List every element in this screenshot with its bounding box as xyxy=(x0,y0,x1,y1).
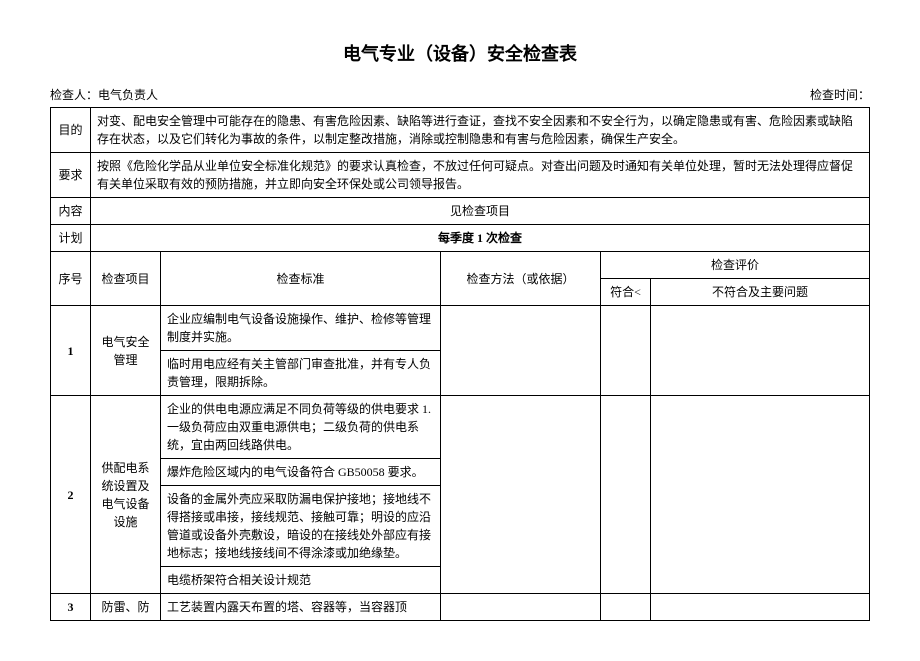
col-standard: 检查标准 xyxy=(161,252,441,306)
col-issue: 不符合及主要问题 xyxy=(651,279,870,306)
purpose-label: 目的 xyxy=(51,108,91,153)
col-seq: 序号 xyxy=(51,252,91,306)
col-method: 检查方法（或依据） xyxy=(441,252,601,306)
row-plan: 计划 每季度 1 次检查 xyxy=(51,225,870,252)
conform-cell xyxy=(601,396,651,594)
method-cell xyxy=(441,396,601,594)
issue-cell xyxy=(651,396,870,594)
item-cell: 电气安全管理 xyxy=(91,306,161,396)
content-label: 内容 xyxy=(51,198,91,225)
plan-label: 计划 xyxy=(51,225,91,252)
standard-cell: 设备的金属外壳应采取防漏电保护接地；接地线不得搭接或串接，接线规范、接触可靠；明… xyxy=(161,486,441,567)
standard-cell: 电缆桥架符合相关设计规范 xyxy=(161,567,441,594)
standard-cell: 临时用电应经有关主管部门审查批准，并有专人负责管理，限期拆除。 xyxy=(161,351,441,396)
row-content: 内容 见检查项目 xyxy=(51,198,870,225)
inspector-block: 检查人：电气负责人 xyxy=(50,86,158,103)
item-cell: 防雷、防 xyxy=(91,594,161,621)
table-row: 1 电气安全管理 企业应编制电气设备设施操作、维护、检修等管理制度并实施。 xyxy=(51,306,870,351)
inspection-table: 目的 对变、配电安全管理中可能存在的隐患、有害危险因素、缺陷等进行查证，查找不安… xyxy=(50,107,870,621)
require-label: 要求 xyxy=(51,153,91,198)
item-cell: 供配电系统设置及电气设备设施 xyxy=(91,396,161,594)
method-cell xyxy=(441,594,601,621)
seq-cell: 3 xyxy=(51,594,91,621)
standard-cell: 企业的供电电源应满足不同负荷等级的供电要求 1.一级负荷应由双重电源供电；二级负… xyxy=(161,396,441,459)
method-cell xyxy=(441,306,601,396)
standard-cell: 工艺装置内露天布置的塔、容器等，当容器顶 xyxy=(161,594,441,621)
page-title: 电气专业（设备）安全检查表 xyxy=(50,40,870,66)
seq-cell: 1 xyxy=(51,306,91,396)
col-conform: 符合< xyxy=(601,279,651,306)
header-row-1: 序号 检查项目 检查标准 检查方法（或依据） 检查评价 xyxy=(51,252,870,279)
conform-cell xyxy=(601,594,651,621)
standard-cell: 爆炸危险区域内的电气设备符合 GB50058 要求。 xyxy=(161,459,441,486)
plan-text: 每季度 1 次检查 xyxy=(91,225,870,252)
issue-cell xyxy=(651,594,870,621)
conform-cell xyxy=(601,306,651,396)
header-line: 检查人：电气负责人 检查时间： xyxy=(50,86,870,103)
table-row: 3 防雷、防 工艺装置内露天布置的塔、容器等，当容器顶 xyxy=(51,594,870,621)
time-label: 检查时间： xyxy=(810,86,870,103)
seq-cell: 2 xyxy=(51,396,91,594)
require-text: 按照《危险化学品从业单位安全标准化规范》的要求认真检查，不放过任何可疑点。对查出… xyxy=(91,153,870,198)
inspector-value: 电气负责人 xyxy=(98,88,158,102)
table-row: 2 供配电系统设置及电气设备设施 企业的供电电源应满足不同负荷等级的供电要求 1… xyxy=(51,396,870,459)
purpose-text: 对变、配电安全管理中可能存在的隐患、有害危险因素、缺陷等进行查证，查找不安全因素… xyxy=(91,108,870,153)
inspector-label: 检查人： xyxy=(50,88,98,102)
row-purpose: 目的 对变、配电安全管理中可能存在的隐患、有害危险因素、缺陷等进行查证，查找不安… xyxy=(51,108,870,153)
content-text: 见检查项目 xyxy=(91,198,870,225)
row-require: 要求 按照《危险化学品从业单位安全标准化规范》的要求认真检查，不放过任何可疑点。… xyxy=(51,153,870,198)
issue-cell xyxy=(651,306,870,396)
standard-cell: 企业应编制电气设备设施操作、维护、检修等管理制度并实施。 xyxy=(161,306,441,351)
col-eval: 检查评价 xyxy=(601,252,870,279)
col-item: 检查项目 xyxy=(91,252,161,306)
